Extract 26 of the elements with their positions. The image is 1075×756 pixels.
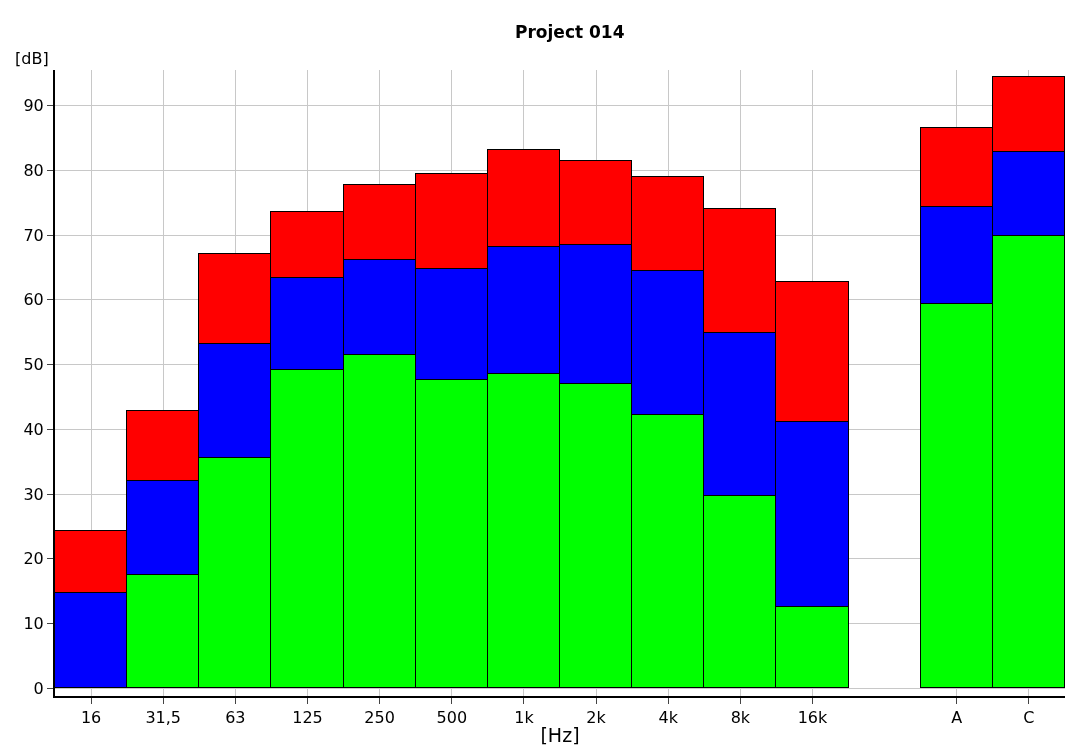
x-axis-title: [Hz]: [540, 723, 580, 746]
x-tick-label: 31,5: [145, 708, 182, 728]
y-tick-label: 10: [23, 614, 44, 634]
x-tick-label: A: [951, 708, 963, 728]
y-tick-label: 0: [33, 678, 44, 698]
y-axis-title: [dB]: [15, 49, 49, 68]
x-tick-label: 16: [80, 708, 102, 728]
x-tick-label: 2k: [586, 708, 607, 728]
x-tick-label: 4k: [658, 708, 679, 728]
x-tick-label: 250: [364, 708, 395, 728]
x-tick-label: 8k: [730, 708, 751, 728]
y-tick-label: 30: [23, 484, 44, 504]
y-tick-label: 90: [23, 96, 44, 116]
chart-title: Project 014: [515, 22, 625, 43]
y-tick-label: 50: [23, 355, 44, 375]
x-tick-label: 63: [225, 708, 246, 728]
x-tick-label: 500: [436, 708, 468, 728]
x-tick-label: 1k: [514, 708, 535, 728]
y-tick-label: 70: [23, 225, 44, 245]
y-tick-label: 60: [23, 290, 44, 310]
x-tick-label: 125: [292, 708, 323, 728]
y-tick-label: 20: [23, 549, 44, 569]
x-tick-label: 16k: [797, 708, 829, 728]
y-tick-label: 80: [23, 160, 44, 180]
y-tick-label: 40: [23, 419, 44, 439]
x-tick-label: C: [1023, 708, 1035, 728]
